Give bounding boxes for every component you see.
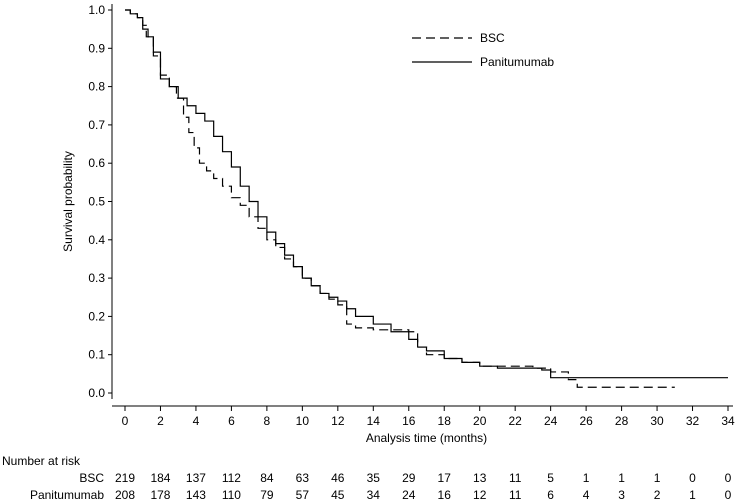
risk-cell: 137 [185,471,206,485]
risk-cell: 143 [185,488,206,502]
risk-cell: 11 [508,488,522,502]
risk-cell: 0 [724,488,732,502]
risk-cell: 2 [653,488,661,502]
risk-cell: 112 [221,471,241,485]
risk-cell: 24 [402,488,416,502]
y-tick-label: 0.4 [88,233,105,247]
risk-row-label-bsc: BSC [79,471,104,485]
x-tick-label: 34 [721,414,735,428]
x-tick-label: 16 [402,414,416,428]
risk-cell: 57 [295,488,310,502]
y-tick-label: 0.2 [88,309,105,323]
risk-cell: 45 [331,488,345,502]
risk-cell: 208 [114,488,136,502]
x-tick-label: 8 [264,414,271,428]
y-tick-label: 0.1 [88,348,105,362]
risk-cell: 46 [331,471,345,485]
survival-chart: 0.00.10.20.30.40.50.60.70.80.91.00 2 4 6 8 10… [61,3,735,445]
risk-cell: 3 [618,488,625,502]
axes: 0.00.10.20.30.40.50.60.70.80.91.00 2 4 6 8 10… [88,3,735,428]
x-tick-label: 12 [331,414,345,428]
risk-row-label-panitumumab: Panitumumab [29,488,104,502]
risk-table-title: Number at risk [2,454,81,468]
risk-cell: 12 [473,488,487,502]
y-axis-label: Survival probability [61,151,75,252]
risk-cell: 1 [653,471,661,485]
risk-cell: 219 [114,471,136,485]
x-tick-label: 22 [508,414,522,428]
series-line-panitumumab [125,9,728,379]
x-tick-label: 32 [686,414,700,428]
x-tick-label: 10 [296,414,310,428]
x-tick-label: 28 [615,414,629,428]
x-tick-label: 26 [579,414,593,428]
y-tick-label: 0.5 [88,195,105,209]
x-tick-label: 30 [650,414,664,428]
x-tick-label: 14 [367,414,381,428]
risk-cell: 79 [260,488,274,502]
risk-cell: 1 [618,471,625,485]
x-tick-label: 2 [157,414,164,428]
risk-cell: 17 [437,471,451,485]
risk-cell: 11 [508,471,522,485]
x-tick-label: 4 [193,414,200,428]
risk-cell: 0 [724,471,732,485]
y-tick-label: 0.9 [88,41,105,55]
risk-cell: 178 [150,488,171,502]
x-tick-label: 20 [473,414,487,428]
x-tick-label: 24 [544,414,558,428]
risk-cell: 35 [366,471,380,485]
risk-cell: 84 [260,471,274,485]
x-tick-label: 0 [122,414,129,428]
risk-cell: 13 [473,471,487,485]
y-tick-label: 0.8 [88,80,105,94]
legend-label-panitumumab: Panitumumab [480,55,554,69]
risk-cell: 110 [221,488,241,502]
series-line-bsc [125,9,675,388]
risk-cell: 34 [366,488,380,502]
x-tick-label: 6 [228,414,235,428]
y-tick-label: 0.0 [88,386,105,400]
survival-curves [125,9,728,388]
risk-cell: 16 [437,488,451,502]
risk-cell: 6 [547,488,554,502]
risk-cell: 1 [582,471,590,485]
legend: BSC Panitumumab [412,31,554,69]
legend-label-bsc: BSC [480,31,505,45]
risk-cell: 63 [295,471,310,485]
risk-cell: 5 [547,471,554,485]
y-tick-label: 1.0 [88,3,105,17]
y-tick-label: 0.7 [88,118,105,132]
x-tick-label: 18 [438,414,452,428]
risk-cell: 1 [689,488,696,502]
risk-cell: 4 [582,488,590,502]
x-axis-label: Analysis time (months) [366,431,487,445]
risk-cell: 0 [689,471,696,485]
y-tick-label: 0.3 [88,271,105,285]
risk-cell: 184 [150,471,171,485]
y-tick-label: 0.6 [88,156,105,170]
risk-cell: 29 [402,471,416,485]
